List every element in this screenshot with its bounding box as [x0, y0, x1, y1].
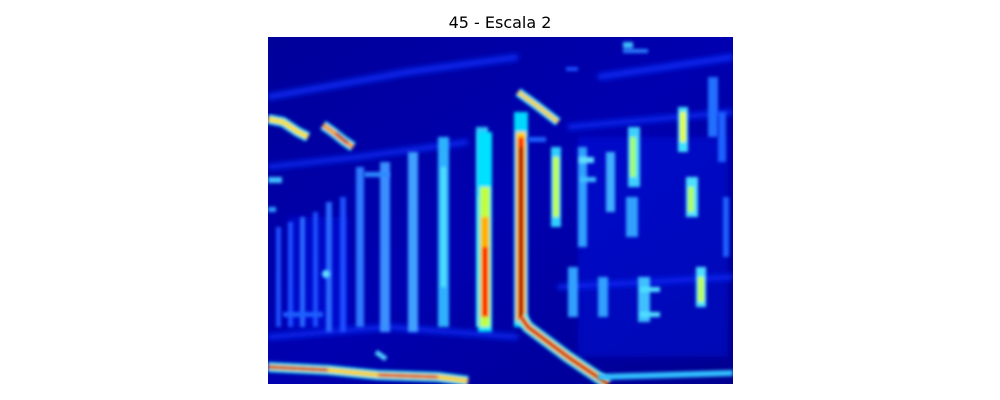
bright-column-left [478, 132, 492, 332]
figure-title: 45 - Escala 2 [448, 13, 552, 32]
bottom-edge [268, 349, 733, 384]
bright-column-main [514, 112, 528, 327]
edge-response-map [268, 37, 733, 384]
diagonal-edge [516, 313, 612, 384]
left-columns [276, 152, 418, 332]
right-structure [528, 77, 718, 322]
heatmap-image [268, 37, 733, 384]
left-details [268, 172, 389, 317]
top-right-details [566, 42, 729, 257]
top-left-strokes [268, 114, 356, 152]
top-center-stroke [515, 88, 561, 126]
